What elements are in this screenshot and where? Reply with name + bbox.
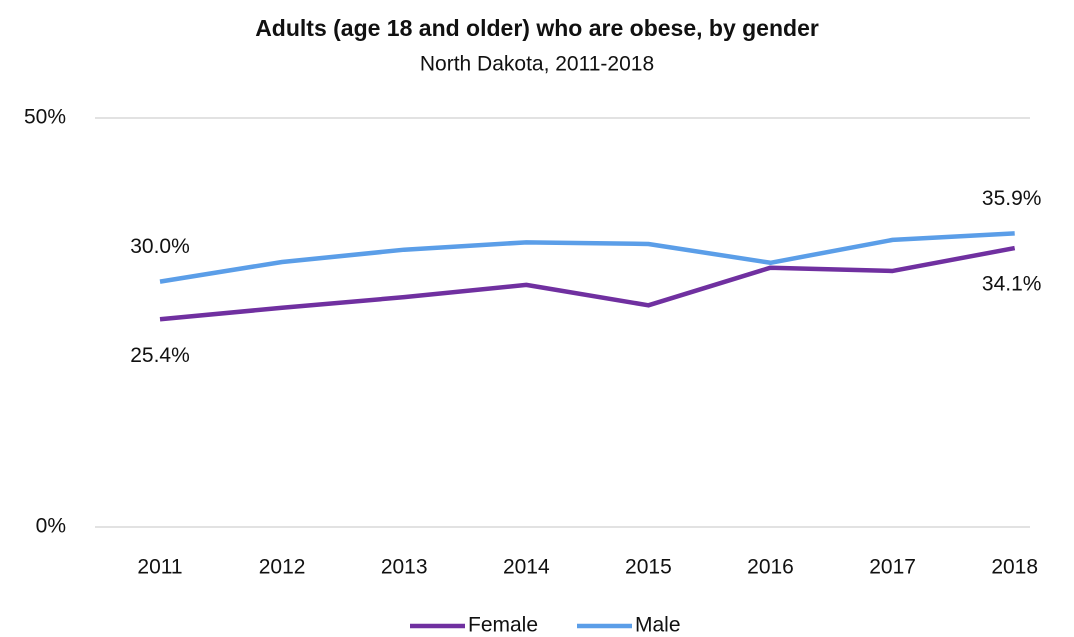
x-tick-label: 2015	[625, 556, 672, 579]
x-tick-label: 2016	[747, 556, 794, 579]
data-label: 30.0%	[130, 235, 190, 258]
legend-label: Female	[468, 614, 538, 637]
x-tick-label: 2012	[259, 556, 306, 579]
data-label: 35.9%	[982, 187, 1042, 210]
chart-subtitle: North Dakota, 2011-2018	[420, 53, 654, 76]
x-tick-label: 2011	[137, 556, 182, 579]
chart-title: Adults (age 18 and older) who are obese,…	[255, 15, 819, 41]
x-tick-label: 2013	[381, 556, 428, 579]
x-tick-label: 2017	[869, 556, 916, 579]
data-label: 34.1%	[982, 273, 1042, 296]
y-tick-label: 50%	[24, 106, 66, 129]
data-label: 25.4%	[130, 344, 190, 367]
series-line	[159, 231, 1015, 284]
legend-label: Male	[635, 614, 681, 637]
x-tick-label: 2014	[503, 556, 550, 579]
y-tick-label: 0%	[36, 515, 66, 538]
x-tick-label: 2018	[991, 556, 1038, 579]
series-line	[159, 245, 1016, 322]
